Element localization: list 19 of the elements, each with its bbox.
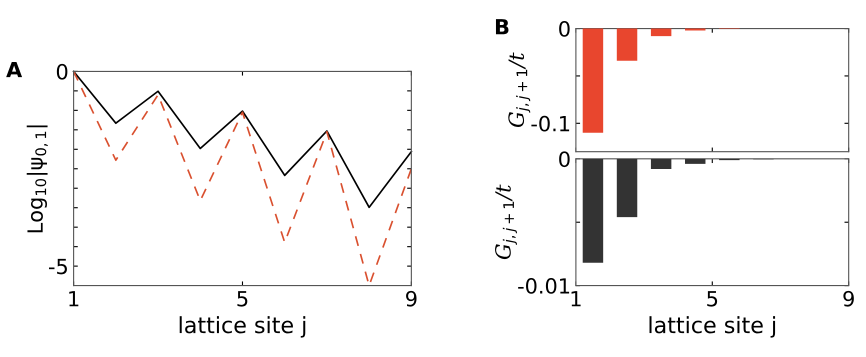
x-tick-label: 1	[572, 291, 581, 306]
chart-title: B	[496, 19, 508, 34]
x-tick-label: 9	[843, 290, 854, 307]
y-tick-label: -5	[48, 258, 67, 274]
y-axis-title: G$_{j,j+1}$/t	[495, 184, 517, 260]
chart-title: A	[6, 62, 22, 78]
y-axis-title: Log$_{10}$|ψ$_{0,1}$|	[26, 125, 48, 232]
x-axis-title: lattice site j	[180, 316, 306, 338]
y-tick-label: 0	[559, 151, 570, 168]
x-tick-label: 1	[69, 291, 78, 306]
y-tick-label: 0	[56, 64, 68, 80]
x-tick-label: 5	[707, 291, 718, 307]
x-axis-title: lattice site j	[650, 316, 776, 338]
y-tick-label: -0.1	[531, 116, 570, 132]
y-tick-label: -0.01	[518, 278, 570, 294]
y-axis-title: G$_{j,j+1}$/t	[508, 52, 530, 127]
x-tick-label: 9	[406, 290, 417, 307]
x-tick-label: 5	[237, 291, 248, 307]
y-tick-label: 0	[559, 21, 570, 37]
